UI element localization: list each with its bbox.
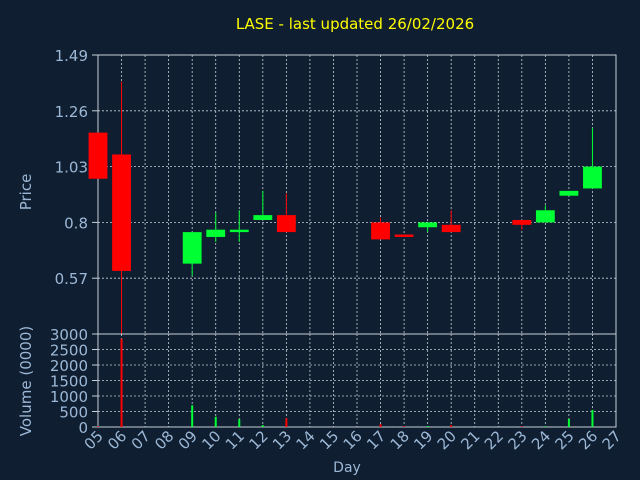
price-tick-label: 0.57 bbox=[55, 270, 88, 288]
volume-tick-label: 3000 bbox=[50, 326, 88, 344]
volume-bar bbox=[450, 425, 453, 427]
day-tick-label: 07 bbox=[128, 427, 154, 453]
candle-body bbox=[182, 232, 202, 264]
price-tick-label: 0.8 bbox=[64, 214, 88, 232]
price-tick-label: 1.26 bbox=[55, 103, 88, 121]
volume-bar bbox=[403, 426, 406, 427]
candle-body bbox=[559, 190, 579, 196]
volume-axis-label: Volume (0000) bbox=[17, 326, 35, 436]
day-tick-label: 10 bbox=[198, 427, 224, 453]
day-tick-label: 08 bbox=[151, 427, 177, 453]
candle-body bbox=[88, 132, 108, 179]
day-tick-label: 15 bbox=[316, 427, 342, 453]
day-tick-label: 11 bbox=[222, 427, 248, 453]
volume-bar bbox=[426, 426, 429, 427]
chart-title: LASE - last updated 26/02/2026 bbox=[236, 15, 474, 33]
candle-body bbox=[371, 222, 390, 240]
volume-frame bbox=[97, 333, 617, 428]
volume-tick-label: 500 bbox=[59, 404, 88, 422]
candle-body bbox=[206, 229, 226, 237]
volume-bar bbox=[567, 418, 570, 427]
candle-body bbox=[229, 229, 249, 233]
volume-bar bbox=[191, 405, 194, 427]
volume-bar bbox=[591, 409, 594, 427]
day-axis: 0506070809101112131415161718192021222324… bbox=[81, 427, 625, 453]
volume-bar bbox=[285, 418, 288, 427]
day-tick-label: 27 bbox=[599, 427, 625, 453]
volume-tick-label: 2000 bbox=[50, 357, 88, 375]
day-tick-label: 13 bbox=[269, 427, 295, 453]
day-tick-label: 26 bbox=[575, 427, 601, 453]
candle-body bbox=[441, 224, 461, 233]
candle-body bbox=[112, 154, 131, 271]
volume-bar bbox=[120, 338, 123, 427]
candle-body bbox=[583, 166, 602, 189]
day-tick-label: 16 bbox=[340, 427, 366, 453]
day-tick-label: 22 bbox=[481, 427, 507, 453]
volume-tick-label: 0 bbox=[78, 419, 88, 437]
price-tick-label: 1.49 bbox=[55, 47, 88, 65]
candle-body bbox=[394, 234, 414, 237]
day-tick-label: 25 bbox=[552, 427, 578, 453]
day-tick-label: 06 bbox=[104, 427, 130, 453]
day-tick-label: 20 bbox=[434, 427, 460, 453]
day-tick-label: 14 bbox=[293, 427, 319, 453]
candle-body bbox=[418, 222, 438, 228]
day-tick-label: 12 bbox=[245, 427, 271, 453]
volume-tick-label: 1500 bbox=[50, 373, 88, 391]
day-tick-label: 21 bbox=[457, 427, 483, 453]
day-tick-label: 09 bbox=[175, 427, 201, 453]
day-tick-label: 19 bbox=[410, 427, 436, 453]
volume-tick-label: 1000 bbox=[50, 388, 88, 406]
volume-bar bbox=[238, 419, 241, 427]
volume-tick-label: 2500 bbox=[50, 342, 88, 360]
price-tick-label: 1.03 bbox=[55, 159, 88, 177]
volume-bar bbox=[379, 424, 382, 427]
candle-body bbox=[276, 215, 296, 233]
candle-body bbox=[535, 210, 555, 223]
price-panel: 0.57 0.8 1.03 1.26 1.49 bbox=[55, 47, 617, 335]
volume-bar bbox=[97, 426, 99, 427]
day-tick-label: 18 bbox=[387, 427, 413, 453]
day-tick-label: 17 bbox=[363, 427, 389, 453]
x-axis-label: Day bbox=[333, 460, 361, 476]
volume-bar bbox=[214, 416, 217, 427]
volume-bar bbox=[520, 426, 523, 427]
day-tick-label: 24 bbox=[528, 427, 554, 453]
price-axis-label: Price bbox=[17, 174, 35, 211]
day-tick-label: 23 bbox=[504, 427, 530, 453]
candle-body bbox=[512, 219, 532, 225]
volume-bar bbox=[544, 426, 547, 427]
candle-body bbox=[253, 215, 273, 220]
volume-bar bbox=[261, 425, 264, 427]
